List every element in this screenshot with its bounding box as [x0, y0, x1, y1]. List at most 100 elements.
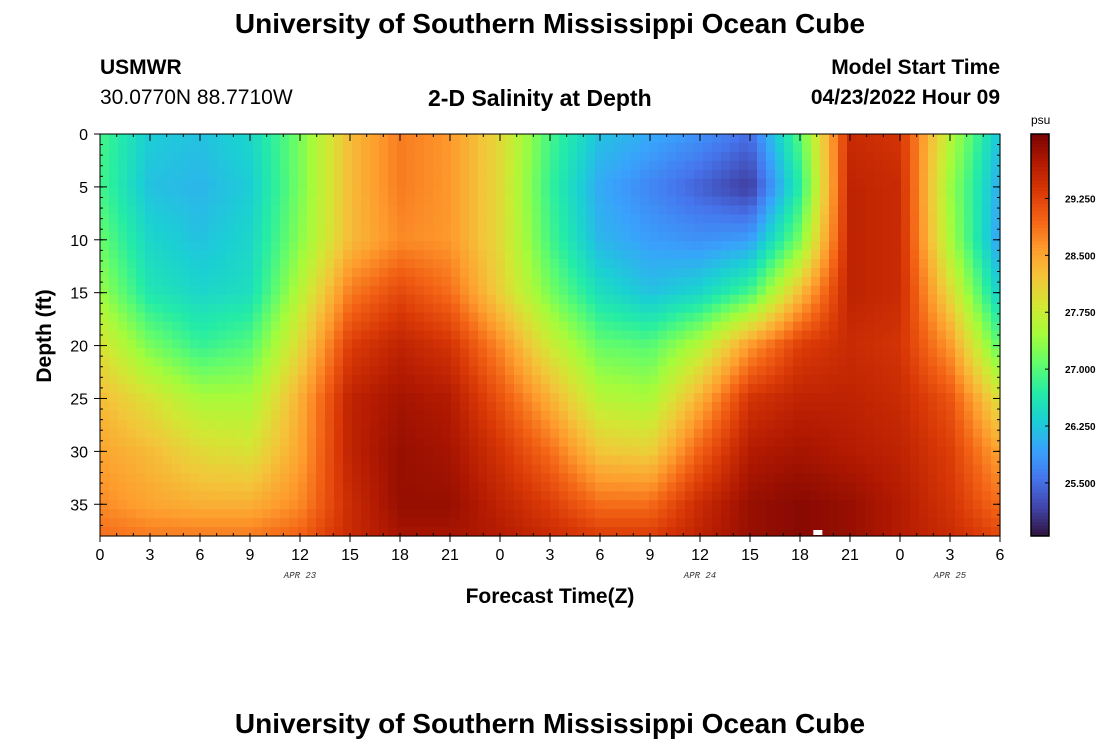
heatmap-cell — [784, 464, 794, 475]
heatmap-cell — [658, 259, 668, 269]
heatmap-cell — [649, 142, 659, 153]
heatmap-cell — [676, 268, 686, 278]
colorbar-segment — [1031, 418, 1049, 423]
heatmap-cell — [460, 410, 470, 421]
heatmap-cell — [559, 268, 569, 278]
heatmap-cell — [235, 410, 245, 421]
heatmap-cell — [721, 348, 731, 358]
heatmap-cell — [271, 250, 281, 260]
heatmap-cell — [919, 214, 929, 224]
heatmap-cell — [478, 527, 488, 537]
heatmap-cell — [478, 232, 488, 242]
heatmap-cell — [712, 312, 722, 323]
heatmap-cell — [667, 437, 677, 448]
heatmap-cell — [874, 330, 884, 341]
heatmap-cell — [316, 241, 326, 251]
colorbar-segment — [1031, 261, 1049, 266]
heatmap-cell — [973, 446, 983, 457]
heatmap-cell — [973, 509, 983, 519]
heatmap-cell — [505, 509, 515, 519]
heatmap-cell — [172, 223, 182, 233]
heatmap-cell — [424, 312, 434, 323]
heatmap-cell — [775, 464, 785, 475]
heatmap-cell — [865, 410, 875, 421]
heatmap-cell — [145, 187, 155, 198]
heatmap-cell — [397, 223, 407, 233]
heatmap-cell — [181, 241, 191, 251]
heatmap-cell — [928, 384, 938, 394]
heatmap-cell — [559, 241, 569, 251]
heatmap-cell — [586, 241, 596, 251]
heatmap-cell — [415, 330, 425, 341]
heatmap-cell — [244, 509, 254, 519]
heatmap-cell — [811, 348, 821, 358]
heatmap-cell — [640, 259, 650, 269]
heatmap-cell — [793, 187, 803, 198]
heatmap-cell — [964, 312, 974, 323]
heatmap-cell — [586, 393, 596, 403]
heatmap-cell — [964, 384, 974, 394]
heatmap-cell — [640, 169, 650, 180]
heatmap-cell — [784, 178, 794, 189]
heatmap-cell — [379, 455, 389, 466]
heatmap-cell — [226, 169, 236, 180]
heatmap-cell — [676, 455, 686, 466]
heatmap-cell — [649, 384, 659, 394]
heatmap-cell — [307, 509, 317, 519]
heatmap-cell — [145, 482, 155, 492]
heatmap-cell — [550, 169, 560, 180]
heatmap-cell — [505, 134, 515, 144]
heatmap-cell — [253, 419, 263, 430]
heatmap-cell — [298, 428, 308, 439]
heatmap-cell — [424, 259, 434, 269]
heatmap-cell — [883, 428, 893, 439]
heatmap-cell — [208, 232, 218, 242]
heatmap-cell — [649, 509, 659, 519]
heatmap-cell — [775, 241, 785, 251]
heatmap-cell — [883, 410, 893, 421]
heatmap-cell — [271, 303, 281, 314]
heatmap-cell — [307, 312, 317, 323]
heatmap-cell — [118, 169, 128, 180]
heatmap-cell — [838, 160, 848, 171]
heatmap-cell — [118, 223, 128, 233]
heatmap-cell — [676, 419, 686, 430]
heatmap-cell — [433, 455, 443, 466]
heatmap-cell — [397, 268, 407, 278]
heatmap-cell — [352, 500, 362, 510]
heatmap-cell — [451, 473, 461, 483]
heatmap-cell — [136, 473, 146, 483]
heatmap-cell — [217, 268, 227, 278]
heatmap-cell — [406, 285, 416, 296]
heatmap-cell — [865, 437, 875, 448]
heatmap-cell — [190, 339, 200, 349]
heatmap-cell — [208, 205, 218, 215]
heatmap-cell — [478, 410, 488, 421]
heatmap-cell — [577, 491, 587, 501]
heatmap-cell — [604, 357, 614, 367]
colorbar-segment — [1031, 154, 1049, 158]
heatmap-cell — [325, 134, 335, 144]
heatmap-cell — [586, 375, 596, 385]
heatmap-cell — [991, 348, 1001, 358]
heatmap-cell — [226, 384, 236, 394]
heatmap-cell — [451, 518, 461, 528]
heatmap-cell — [523, 223, 533, 233]
heatmap-cell — [478, 276, 488, 287]
heatmap-cell — [370, 419, 380, 430]
heatmap-cell — [262, 500, 272, 510]
heatmap-cell — [982, 410, 992, 421]
heatmap-cell — [523, 428, 533, 439]
heatmap-cell — [649, 169, 659, 180]
colorbar-segment — [1031, 298, 1049, 302]
heatmap-cell — [748, 303, 758, 314]
heatmap-cell — [568, 214, 578, 224]
heatmap-cell — [307, 169, 317, 180]
heatmap-cell — [244, 268, 254, 278]
heatmap-cell — [451, 232, 461, 242]
heatmap-cell — [541, 393, 551, 403]
heatmap-cell — [694, 348, 704, 358]
heatmap-cell — [712, 223, 722, 233]
heatmap-cell — [784, 268, 794, 278]
heatmap-cell — [379, 393, 389, 403]
